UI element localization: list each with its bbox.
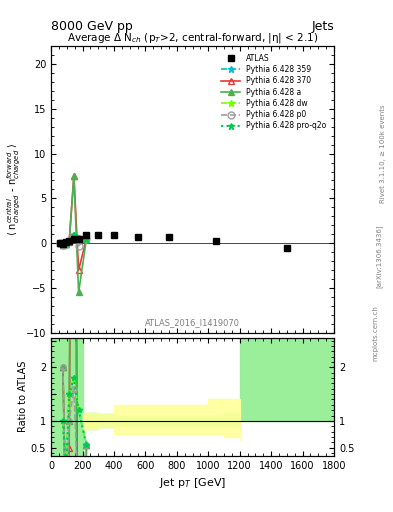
Pythia 6.428 p0: [57, 240, 62, 246]
Pythia 6.428 dw: [61, 241, 65, 247]
Legend: ATLAS, Pythia 6.428 359, Pythia 6.428 370, Pythia 6.428 a, Pythia 6.428 dw, Pyth: ATLAS, Pythia 6.428 359, Pythia 6.428 37…: [217, 50, 330, 134]
ATLAS: [285, 245, 289, 251]
Pythia 6.428 a: [57, 240, 62, 246]
Y-axis label: ⟨ n$^{central}_{charged}$ - n$^{forward}_{charged}$ ⟩: ⟨ n$^{central}_{charged}$ - n$^{forward}…: [6, 143, 23, 236]
Pythia 6.428 370: [76, 267, 81, 273]
ATLAS: [67, 239, 72, 245]
Line: Pythia 6.428 359: Pythia 6.428 359: [56, 231, 90, 248]
Text: Rivet 3.1.10, ≥ 100k events: Rivet 3.1.10, ≥ 100k events: [380, 104, 386, 203]
Pythia 6.428 370: [61, 242, 65, 248]
Pythia 6.428 a: [67, 239, 72, 245]
Pythia 6.428 p0: [76, 243, 81, 249]
ATLAS: [214, 238, 219, 244]
Pythia 6.428 p0: [67, 239, 72, 245]
Pythia 6.428 dw: [57, 240, 62, 246]
Pythia 6.428 370: [72, 173, 76, 179]
Text: mcplots.cern.ch: mcplots.cern.ch: [372, 305, 378, 361]
ATLAS: [76, 236, 81, 242]
Text: 8000 GeV pp: 8000 GeV pp: [51, 20, 133, 33]
Pythia 6.428 p0: [64, 241, 68, 247]
Title: Average Δ N$_{ch}$ (p$_T$>2, central-forward, |η| < 2.1): Average Δ N$_{ch}$ (p$_T$>2, central-for…: [67, 31, 318, 45]
Pythia 6.428 359: [57, 240, 62, 246]
Pythia 6.428 a: [72, 173, 76, 179]
ATLAS: [96, 232, 101, 238]
ATLAS: [167, 234, 171, 240]
Pythia 6.428 pro-q2o: [61, 241, 65, 247]
Pythia 6.428 p0: [72, 233, 76, 239]
Pythia 6.428 a: [76, 289, 81, 295]
Y-axis label: Ratio to ATLAS: Ratio to ATLAS: [18, 361, 28, 433]
Pythia 6.428 359: [67, 238, 72, 244]
Pythia 6.428 a: [61, 242, 65, 248]
Pythia 6.428 dw: [67, 238, 72, 244]
Pythia 6.428 dw: [64, 240, 68, 246]
Pythia 6.428 359: [61, 241, 65, 247]
Pythia 6.428 370: [84, 236, 89, 242]
Pythia 6.428 359: [64, 240, 68, 246]
Pythia 6.428 370: [64, 241, 68, 247]
Pythia 6.428 dw: [84, 236, 89, 242]
Pythia 6.428 p0: [61, 242, 65, 248]
Pythia 6.428 a: [84, 236, 89, 242]
Pythia 6.428 pro-q2o: [57, 240, 62, 246]
Line: Pythia 6.428 dw: Pythia 6.428 dw: [56, 231, 90, 248]
Pythia 6.428 359: [76, 234, 81, 241]
Pythia 6.428 pro-q2o: [64, 240, 68, 246]
ATLAS: [112, 232, 116, 238]
Line: Pythia 6.428 p0: Pythia 6.428 p0: [56, 232, 90, 249]
Pythia 6.428 a: [64, 241, 68, 247]
Text: Jets: Jets: [311, 20, 334, 33]
ATLAS: [57, 240, 62, 246]
Pythia 6.428 359: [72, 232, 76, 238]
ATLAS: [72, 236, 76, 242]
ATLAS: [135, 234, 140, 240]
ATLAS: [84, 232, 89, 238]
ATLAS: [61, 241, 65, 247]
Pythia 6.428 pro-q2o: [84, 236, 89, 242]
Pythia 6.428 pro-q2o: [67, 238, 72, 244]
ATLAS: [64, 239, 68, 245]
Text: ATLAS_2016_I1419070: ATLAS_2016_I1419070: [145, 318, 240, 327]
X-axis label: Jet p$_T$ [GeV]: Jet p$_T$ [GeV]: [159, 476, 226, 490]
Line: Pythia 6.428 pro-q2o: Pythia 6.428 pro-q2o: [56, 231, 90, 248]
Line: ATLAS: ATLAS: [56, 231, 290, 251]
Pythia 6.428 370: [67, 239, 72, 245]
Pythia 6.428 dw: [72, 232, 76, 238]
Pythia 6.428 370: [57, 240, 62, 246]
Pythia 6.428 359: [84, 236, 89, 242]
Pythia 6.428 dw: [76, 234, 81, 241]
Pythia 6.428 pro-q2o: [76, 234, 81, 241]
Pythia 6.428 p0: [84, 236, 89, 242]
Line: Pythia 6.428 370: Pythia 6.428 370: [56, 173, 90, 273]
Text: [arXiv:1306.3436]: [arXiv:1306.3436]: [376, 224, 383, 288]
Line: Pythia 6.428 a: Pythia 6.428 a: [56, 173, 90, 296]
Pythia 6.428 pro-q2o: [72, 232, 76, 238]
